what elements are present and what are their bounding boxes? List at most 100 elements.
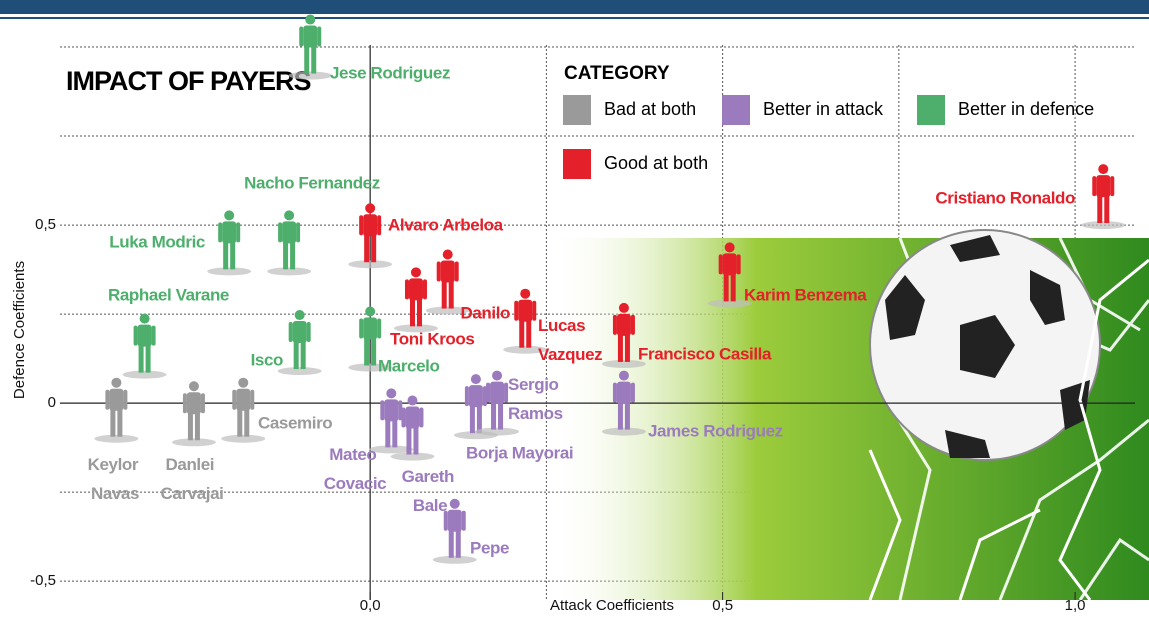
player-marker — [1081, 164, 1125, 229]
marker-arm — [317, 27, 321, 47]
marker-leg — [526, 320, 531, 348]
marker-shadow — [278, 367, 322, 375]
marker-leg — [417, 298, 422, 326]
marker-body — [282, 221, 296, 243]
marker-leg — [449, 281, 454, 309]
marker-arm — [401, 408, 405, 428]
marker-arm — [486, 383, 490, 403]
legend-swatch — [563, 149, 591, 179]
point-label: Karim Benzema — [744, 285, 867, 304]
legend-title: CATEGORY — [564, 63, 670, 84]
player-marker — [207, 210, 251, 275]
player-marker — [394, 267, 438, 332]
marker-leg — [301, 341, 306, 369]
marker-leg — [188, 412, 193, 440]
marker-arm — [105, 390, 109, 410]
marker-body — [617, 314, 631, 336]
point-label: Gareth Bale — [402, 467, 459, 515]
legend-swatch — [563, 95, 591, 125]
marker-arm — [377, 318, 381, 338]
marker-leg — [456, 530, 461, 558]
marker-arm — [289, 322, 293, 342]
marker-leg — [364, 337, 369, 365]
point-label: Isco — [251, 350, 283, 369]
marker-arm — [719, 254, 723, 274]
marker-head — [224, 210, 234, 220]
marker-leg — [410, 298, 415, 326]
marker-leg — [618, 334, 623, 362]
marker-arm — [514, 301, 518, 321]
marker-body — [405, 407, 419, 429]
marker-arm — [437, 262, 441, 282]
top-band — [0, 0, 1149, 14]
marker-shadow — [221, 435, 265, 443]
point-label: Mateo Covacic — [324, 445, 386, 493]
marker-body — [293, 321, 307, 343]
marker-head — [111, 378, 121, 388]
marker-shadow — [288, 72, 332, 80]
point-label: Jese Rodriguez — [330, 63, 450, 82]
marker-arm — [236, 222, 240, 242]
marker-arm — [218, 222, 222, 242]
marker-arm — [419, 408, 423, 428]
marker-body — [617, 382, 631, 404]
marker-arm — [250, 390, 254, 410]
marker-body — [518, 300, 532, 322]
marker-body — [409, 278, 423, 300]
marker-leg — [491, 402, 496, 430]
marker-leg — [139, 345, 144, 373]
marker-leg — [519, 320, 524, 348]
point-label: Keylor Navas — [88, 455, 143, 503]
y-axis-title: Defence Coefficients — [11, 261, 28, 399]
marker-body — [1096, 175, 1110, 197]
chart-title: IMPACT OF PAYERS — [66, 66, 311, 96]
point-label: Borja Mayorai — [466, 443, 573, 462]
marker-arm — [405, 279, 409, 299]
point-label: Toni Kroos — [390, 329, 474, 348]
marker-leg — [625, 334, 630, 362]
y-tick-label: 0 — [48, 394, 56, 411]
marker-leg — [385, 419, 390, 447]
point-label: Danilo — [460, 303, 510, 322]
legend-label: Good at both — [604, 153, 708, 173]
marker-head — [725, 242, 735, 252]
point-label: Marcelo — [378, 356, 439, 375]
x-tick-label: 0,0 — [360, 597, 381, 614]
marker-arm — [613, 315, 617, 335]
player-marker — [172, 381, 216, 446]
marker-arm — [359, 215, 363, 235]
player-marker — [278, 310, 322, 375]
marker-head — [619, 303, 629, 313]
marker-arm — [631, 315, 635, 335]
marker-body — [187, 392, 201, 414]
marker-arm — [423, 279, 427, 299]
x-axis-title: Attack Coefficients — [550, 597, 674, 614]
marker-arm — [307, 322, 311, 342]
marker-leg — [230, 241, 235, 269]
marker-head — [140, 314, 150, 324]
marker-arm — [1092, 176, 1096, 196]
marker-body — [490, 382, 504, 404]
marker-body — [363, 317, 377, 339]
marker-body — [441, 261, 455, 283]
marker-arm — [1110, 176, 1114, 196]
marker-leg — [731, 273, 736, 301]
marker-head — [443, 250, 453, 260]
marker-leg — [470, 405, 475, 433]
point-label: Pepe — [470, 538, 509, 557]
x-tick-label: 1,0 — [1065, 597, 1086, 614]
marker-body — [448, 510, 462, 532]
marker-arm — [201, 393, 205, 413]
marker-leg — [392, 419, 397, 447]
marker-leg — [1097, 195, 1102, 223]
marker-arm — [299, 27, 303, 47]
marker-leg — [625, 402, 630, 430]
marker-arm — [134, 326, 138, 346]
marker-arm — [462, 511, 466, 531]
marker-leg — [294, 341, 299, 369]
marker-leg — [290, 241, 295, 269]
marker-leg — [195, 412, 200, 440]
marker-leg — [498, 402, 503, 430]
marker-leg — [724, 273, 729, 301]
marker-head — [386, 388, 396, 398]
